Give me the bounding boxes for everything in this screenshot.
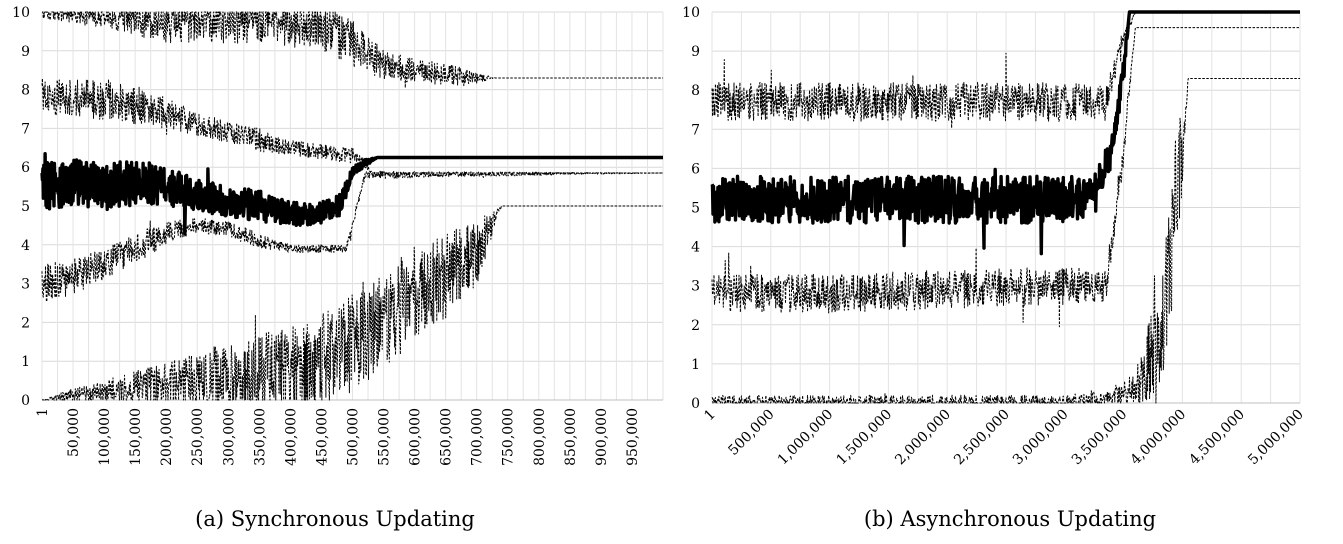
x-tick-label: 3,000,000 bbox=[1010, 407, 1072, 469]
y-tick-label: 8 bbox=[691, 83, 700, 99]
y-tick-label: 5 bbox=[691, 201, 700, 217]
x-tick-label: 4,000,000 bbox=[1128, 407, 1190, 469]
y-tick-label: 1 bbox=[691, 357, 700, 373]
y-tick-label: 7 bbox=[691, 122, 700, 138]
series-line-dotted bbox=[711, 27, 1300, 328]
x-tick-label: 1 bbox=[35, 408, 51, 417]
x-tick-label: 5,000,000 bbox=[1245, 407, 1307, 469]
y-tick-label: 5 bbox=[21, 199, 30, 215]
x-tick-label: 850,000 bbox=[563, 408, 579, 466]
y-tick-label: 4 bbox=[21, 238, 30, 254]
x-tick-label: 1 bbox=[701, 407, 719, 425]
x-tick-label: 450,000 bbox=[314, 408, 330, 466]
y-tick-label: 6 bbox=[21, 160, 30, 176]
x-tick-label: 150,000 bbox=[128, 408, 144, 466]
series-line-bold bbox=[40, 151, 665, 236]
y-tick-label: 0 bbox=[691, 396, 700, 412]
y-tick-label: 7 bbox=[21, 121, 30, 137]
series-line-dotted bbox=[41, 78, 664, 174]
x-tick-label: 500,000 bbox=[345, 408, 361, 466]
x-tick-label: 550,000 bbox=[377, 408, 393, 466]
series-line-dotted bbox=[41, 170, 664, 303]
y-tick-label: 9 bbox=[21, 44, 30, 60]
series-line-dotted bbox=[711, 78, 1300, 404]
y-tick-label: 0 bbox=[21, 393, 30, 409]
y-tick-label: 10 bbox=[12, 5, 30, 21]
x-tick-label: 4,500,000 bbox=[1186, 407, 1248, 469]
x-tick-label: 100,000 bbox=[97, 408, 113, 466]
series-line-dotted bbox=[711, 11, 1300, 129]
y-tick-label: 1 bbox=[21, 354, 30, 370]
y-tick-label: 3 bbox=[21, 277, 30, 293]
x-tick-label: 200,000 bbox=[159, 408, 175, 466]
caption-asynchronous: (b) Asynchronous Updating bbox=[864, 507, 1156, 531]
x-tick-label: 900,000 bbox=[594, 408, 610, 466]
y-tick-label: 9 bbox=[691, 44, 700, 60]
x-tick-label: 750,000 bbox=[501, 408, 517, 466]
x-tick-label: 300,000 bbox=[221, 408, 237, 466]
x-tick-label: 50,000 bbox=[66, 408, 82, 457]
series-line-dotted bbox=[41, 205, 664, 401]
y-tick-label: 4 bbox=[691, 240, 700, 256]
x-tick-label: 1,500,000 bbox=[834, 407, 896, 469]
x-tick-label: 2,500,000 bbox=[951, 407, 1013, 469]
x-tick-label: 800,000 bbox=[532, 408, 548, 466]
y-tick-label: 3 bbox=[691, 279, 700, 295]
x-tick-label: 250,000 bbox=[190, 408, 206, 466]
x-tick-label: 950,000 bbox=[625, 408, 641, 466]
x-tick-label: 3,500,000 bbox=[1069, 407, 1131, 469]
caption-synchronous: (a) Synchronous Updating bbox=[195, 507, 475, 531]
x-tick-label: 700,000 bbox=[470, 408, 486, 466]
x-tick-label: 400,000 bbox=[283, 408, 299, 466]
x-tick-label: 2,000,000 bbox=[892, 407, 954, 469]
grid bbox=[41, 11, 664, 401]
y-tick-label: 6 bbox=[691, 161, 700, 177]
y-tick-label: 2 bbox=[21, 315, 30, 331]
y-tick-label: 2 bbox=[691, 318, 700, 334]
series-line-dotted bbox=[41, 11, 664, 89]
y-tick-label: 8 bbox=[21, 83, 30, 99]
x-tick-label: 500,000 bbox=[725, 407, 777, 459]
x-tick-label: 650,000 bbox=[439, 408, 455, 466]
y-tick-label: 10 bbox=[682, 5, 700, 21]
x-tick-label: 350,000 bbox=[252, 408, 268, 466]
x-tick-label: 600,000 bbox=[408, 408, 424, 466]
x-tick-label: 1,000,000 bbox=[775, 407, 837, 469]
